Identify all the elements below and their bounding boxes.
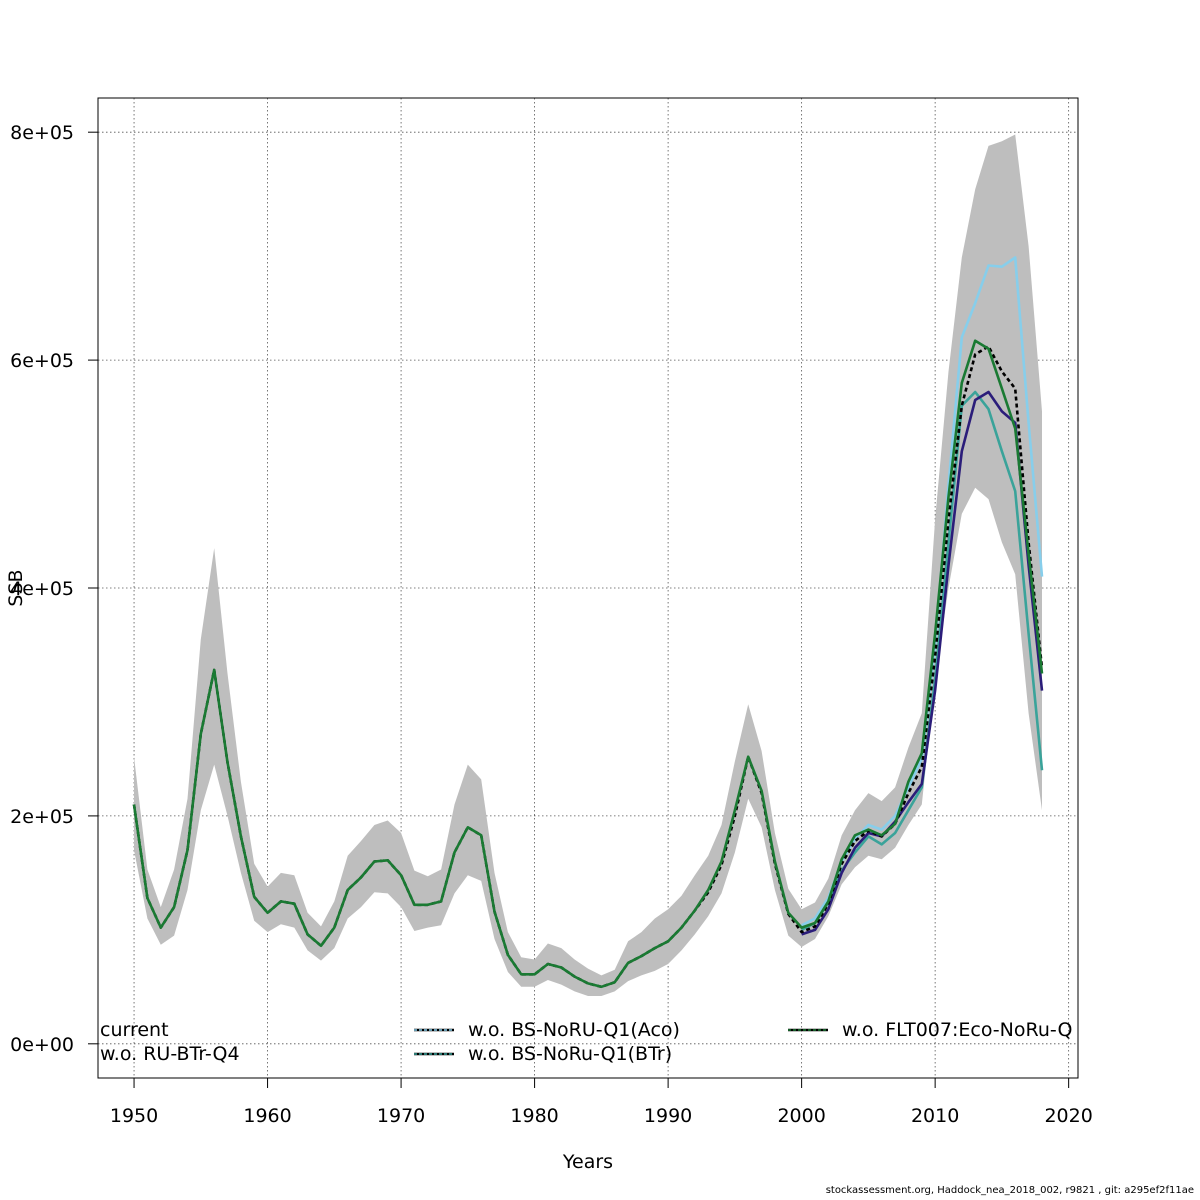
confidence-band: [134, 134, 1042, 996]
legend-label: current: [100, 1019, 169, 1041]
y-tick-label: 4e+05: [10, 578, 74, 600]
series-line-flt007: [132, 339, 1044, 989]
x-tick-label: 1950: [110, 1105, 158, 1127]
x-tick-label: 2000: [777, 1105, 825, 1127]
y-tick-label: 8e+05: [10, 122, 74, 144]
x-axis: 1950 1960 1970 1980 1990 2000 2010 2020: [110, 1077, 1093, 1127]
x-tick-label: 1980: [510, 1105, 558, 1127]
legend-label: w.o. FLT007:Eco-NoRu-Q: [842, 1019, 1072, 1041]
legend-label: w.o. BS-NoRu-Q1(BTr): [468, 1043, 672, 1065]
y-axis: 0e+00 2e+05 4e+05 6e+05 8e+05: [10, 122, 99, 1056]
y-tick-label: 2e+05: [10, 806, 74, 828]
x-tick-label: 2020: [1044, 1105, 1092, 1127]
y-tick-label: 6e+05: [10, 350, 74, 372]
x-tick-label: 1970: [377, 1105, 425, 1127]
y-tick-label: 0e+00: [10, 1034, 74, 1056]
legend-label: w.o. RU-BTr-Q4: [100, 1043, 240, 1065]
series-line-ru-btr-q4: [801, 390, 1044, 936]
y-axis-title: SSB: [5, 569, 27, 606]
legend-label: w.o. BS-NoRU-Q1(Aco): [468, 1019, 680, 1041]
x-tick-label: 2010: [911, 1105, 959, 1127]
x-tick-label: 1990: [644, 1105, 692, 1127]
x-tick-label: 1960: [243, 1105, 291, 1127]
credit-footer: stockassessment.org, Haddock_nea_2018_00…: [825, 1185, 1194, 1196]
x-axis-title: Years: [562, 1151, 613, 1173]
